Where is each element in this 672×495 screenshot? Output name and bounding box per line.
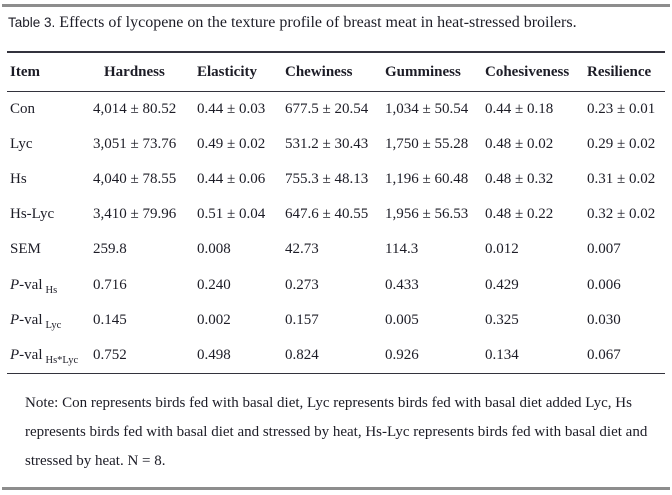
cell-resilience: 0.23 ± 0.01: [587, 101, 656, 118]
cell-chewiness: 0.273: [285, 276, 319, 293]
cell-cohesiveness: 0.325: [485, 311, 519, 328]
column-header-chewiness: Chewiness: [285, 63, 353, 80]
pval-italic-p: P: [10, 276, 20, 293]
pval-mid: -val: [19, 311, 43, 328]
column-header-item: Item: [10, 63, 40, 80]
pval-italic-p: P: [10, 346, 20, 363]
row-label: Lyc: [10, 136, 33, 153]
row-label: Hs: [10, 171, 27, 188]
pval-subscript: Hs*Lyc: [45, 354, 79, 366]
cell-gumminess: 0.433: [385, 276, 419, 293]
cell-cohesiveness: 0.48 ± 0.02: [485, 136, 554, 153]
table-row-pval-lyc: P-val Lyc 0.145 0.002 0.157 0.005 0.325 0…: [0, 303, 672, 338]
cell-cohesiveness: 0.012: [485, 241, 519, 258]
cell-hardness: 0.752: [93, 346, 127, 363]
row-label: P-val Lyc: [10, 311, 93, 331]
pval-subscript: Hs: [45, 284, 58, 296]
table-row-sem: SEM 259.8 0.008 42.73 114.3 0.012 0.007: [0, 232, 672, 267]
cell-cohesiveness: 0.44 ± 0.18: [485, 101, 554, 118]
cell-chewiness: 0.157: [285, 311, 319, 328]
column-header-elasticity: Elasticity: [197, 63, 257, 80]
column-header-hardness: Hardness: [104, 63, 165, 80]
column-header-gumminess: Gumminess: [385, 63, 461, 80]
cell-elasticity: 0.49 ± 0.02: [197, 136, 266, 153]
cell-resilience: 0.030: [587, 311, 621, 328]
cell-resilience: 0.31 ± 0.02: [587, 171, 656, 188]
pval-mid: -val: [19, 276, 43, 293]
table-row-lyc: Lyc 3,051 ± 73.76 0.49 ± 0.02 531.2 ± 30…: [0, 127, 672, 162]
cell-gumminess: 1,956 ± 56.53: [385, 206, 469, 223]
table-header-row: Item Hardness Elasticity Chewiness Gummi…: [0, 53, 672, 91]
cell-hardness: 3,051 ± 73.76: [93, 136, 177, 153]
cell-chewiness: 0.824: [285, 346, 319, 363]
table-bottom-rule: [7, 372, 665, 374]
cell-gumminess: 1,034 ± 50.54: [385, 101, 469, 118]
cell-hardness: 4,014 ± 80.52: [93, 101, 177, 118]
cell-chewiness: 647.6 ± 40.55: [285, 206, 369, 223]
pval-subscript: Lyc: [45, 319, 62, 331]
table-title: Table 3. Effects of lycopene on the text…: [8, 12, 668, 34]
cell-gumminess: 0.005: [385, 311, 419, 328]
cell-gumminess: 114.3: [385, 241, 419, 258]
row-label: P-val Hs*Lyc: [10, 346, 93, 366]
cell-resilience: 0.007: [587, 241, 621, 258]
cell-chewiness: 531.2 ± 30.43: [285, 136, 369, 153]
table-title-label: Table 3.: [8, 15, 56, 30]
cell-hardness: 0.145: [93, 311, 127, 328]
cell-cohesiveness: 0.429: [485, 276, 519, 293]
cell-hardness: 0.716: [93, 276, 127, 293]
top-rule: [2, 4, 670, 7]
header-top-rule: [7, 51, 665, 53]
table-row-pval-hs-lyc: P-val Hs*Lyc 0.752 0.498 0.824 0.926 0.13…: [0, 338, 672, 373]
cell-chewiness: 755.3 ± 48.13: [285, 171, 369, 188]
cell-elasticity: 0.51 ± 0.04: [197, 206, 266, 223]
cell-chewiness: 42.73: [285, 241, 319, 258]
cell-gumminess: 1,196 ± 60.48: [385, 171, 469, 188]
cell-elasticity: 0.240: [197, 276, 231, 293]
cell-hardness: 259.8: [93, 241, 127, 258]
table-row-hs-lyc: Hs-Lyc 3,410 ± 79.96 0.51 ± 0.04 647.6 ±…: [0, 197, 672, 232]
row-label: Con: [10, 101, 36, 118]
cell-resilience: 0.32 ± 0.02: [587, 206, 656, 223]
cell-elasticity: 0.498: [197, 346, 231, 363]
cell-elasticity: 0.008: [197, 241, 231, 258]
cell-chewiness: 677.5 ± 20.54: [285, 101, 369, 118]
pval-mid: -val: [19, 346, 43, 363]
table-row-pval-hs: P-val Hs 0.716 0.240 0.273 0.433 0.429 0.…: [0, 267, 672, 302]
table-note: Note: Con represents birds fed with basa…: [25, 395, 648, 469]
cell-resilience: 0.067: [587, 346, 621, 363]
table-row-hs: Hs 4,040 ± 78.55 0.44 ± 0.06 755.3 ± 48.…: [0, 162, 672, 197]
column-header-resilience: Resilience: [587, 63, 652, 80]
table-row-con: Con 4,014 ± 80.52 0.44 ± 0.03 677.5 ± 20…: [0, 92, 672, 127]
header-bottom-rule: [7, 90, 665, 92]
cell-cohesiveness: 0.48 ± 0.22: [485, 206, 554, 223]
row-label: P-val Hs: [10, 276, 93, 296]
table-title-text: Effects of lycopene on the texture profi…: [55, 14, 577, 31]
cell-gumminess: 1,750 ± 55.28: [385, 136, 469, 153]
column-header-cohesiveness: Cohesiveness: [485, 63, 570, 80]
cell-resilience: 0.29 ± 0.02: [587, 136, 656, 153]
cell-resilience: 0.006: [587, 276, 621, 293]
cell-hardness: 4,040 ± 78.55: [93, 171, 177, 188]
cell-elasticity: 0.44 ± 0.03: [197, 101, 266, 118]
row-label: Hs-Lyc: [10, 206, 55, 223]
cell-hardness: 3,410 ± 79.96: [93, 206, 177, 223]
bottom-rule: [2, 487, 670, 490]
cell-elasticity: 0.44 ± 0.06: [197, 171, 266, 188]
cell-cohesiveness: 0.48 ± 0.32: [485, 171, 554, 188]
row-label: SEM: [10, 241, 41, 258]
cell-cohesiveness: 0.134: [485, 346, 519, 363]
pval-italic-p: P: [10, 311, 20, 328]
table-body: Con 4,014 ± 80.52 0.44 ± 0.03 677.5 ± 20…: [0, 92, 672, 373]
cell-elasticity: 0.002: [197, 311, 231, 328]
cell-gumminess: 0.926: [385, 346, 419, 363]
